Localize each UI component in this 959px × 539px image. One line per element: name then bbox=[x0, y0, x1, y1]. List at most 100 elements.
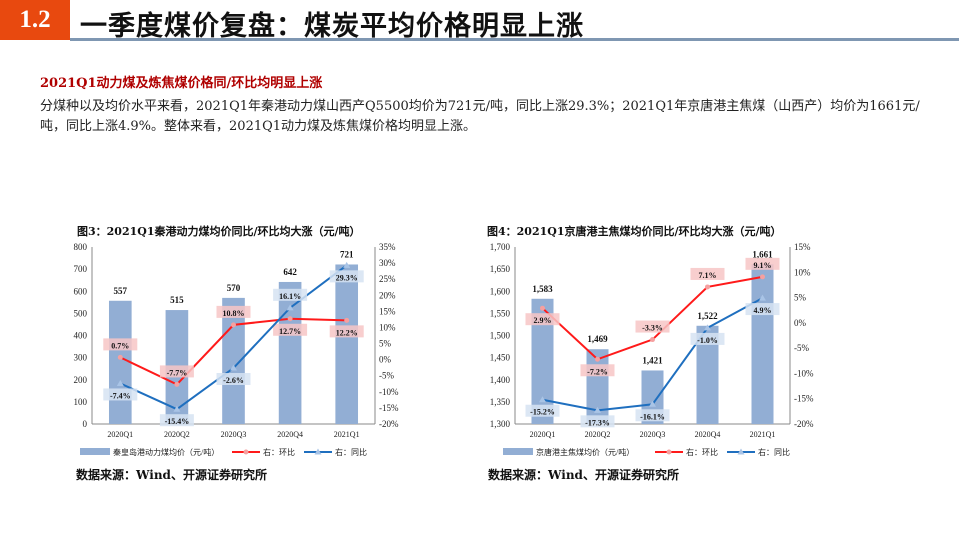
left-axis-tick-label: 500 bbox=[74, 308, 88, 318]
yoy-point bbox=[594, 406, 601, 413]
bar-value-label: 1,583 bbox=[532, 284, 553, 294]
mom-point bbox=[650, 337, 655, 343]
bar-value-label: 642 bbox=[283, 267, 297, 277]
legend-yoy-marker bbox=[314, 448, 322, 455]
bar-value-label: 557 bbox=[114, 286, 128, 296]
mom-label-bg bbox=[525, 313, 560, 326]
mom-value-label: 0.7% bbox=[111, 341, 129, 350]
x-axis-tick-label: 2020Q3 bbox=[640, 430, 666, 439]
bar-value-label: 570 bbox=[227, 283, 241, 293]
x-axis-tick-label: 2021Q1 bbox=[750, 430, 776, 439]
x-axis-tick-label: 2020Q2 bbox=[585, 430, 611, 439]
right-axis-tick-label: 35% bbox=[379, 242, 396, 252]
yoy-point bbox=[649, 400, 656, 407]
left-axis-tick-label: 1,550 bbox=[490, 308, 511, 318]
right-axis-tick-label: -20% bbox=[379, 419, 399, 429]
bar bbox=[108, 300, 132, 424]
bar-value-label: 1,469 bbox=[587, 334, 608, 344]
mom-value-label: -3.3% bbox=[642, 324, 663, 333]
mom-value-label: 10.8% bbox=[223, 309, 245, 318]
mom-label-bg bbox=[580, 364, 615, 377]
x-axis-tick-label: 2020Q3 bbox=[221, 430, 247, 439]
mom-value-label: 12.7% bbox=[279, 327, 301, 336]
bar-value-label: 1,661 bbox=[752, 249, 773, 259]
chart-2-source: 数据来源：Wind、开源证券研究所 bbox=[488, 468, 679, 482]
yoy-point bbox=[759, 294, 766, 301]
bar-value-label: 1,522 bbox=[697, 311, 718, 321]
legend-bar-label: 秦皇岛港动力煤均价（元/吨） bbox=[113, 447, 219, 457]
yoy-label-bg bbox=[525, 404, 560, 417]
bar bbox=[278, 281, 302, 424]
mom-value-label: 2.9% bbox=[534, 316, 552, 325]
summary-paragraph: 分煤种以及均价水平来看，2021Q1年秦港动力煤山西产Q5500均价为721元/… bbox=[40, 99, 920, 134]
yoy-point bbox=[116, 379, 124, 386]
mom-label-bg bbox=[216, 305, 251, 318]
mom-label-bg bbox=[745, 257, 780, 270]
yoy-label-bg bbox=[159, 414, 194, 427]
mom-point bbox=[705, 284, 710, 290]
yoy-label-bg bbox=[329, 270, 364, 283]
legend-mom-label: 右：环比 bbox=[263, 447, 295, 457]
mom-value-label: -7.7% bbox=[167, 368, 188, 377]
yoy-value-label: -1.0% bbox=[697, 336, 718, 345]
mom-point bbox=[287, 316, 293, 322]
yoy-label-bg bbox=[580, 415, 615, 428]
yoy-label-bg bbox=[635, 409, 670, 422]
yoy-value-label: 16.1% bbox=[279, 292, 301, 301]
yoy-label-bg bbox=[273, 288, 308, 301]
left-axis-tick-label: 300 bbox=[74, 353, 88, 363]
x-axis-tick-label: 2020Q1 bbox=[530, 430, 556, 439]
right-axis-tick-label: 15% bbox=[794, 242, 811, 252]
legend-bar-label: 京唐港主焦煤均价（元/吨） bbox=[536, 447, 634, 457]
left-axis-tick-label: 700 bbox=[74, 264, 88, 274]
x-axis-tick-label: 2020Q4 bbox=[695, 430, 721, 439]
yoy-label-bg bbox=[103, 388, 138, 401]
mom-value-label: 9.1% bbox=[754, 261, 772, 270]
left-axis-tick-label: 200 bbox=[74, 375, 88, 385]
left-axis-tick-label: 1,350 bbox=[490, 397, 511, 407]
legend-mom-marker bbox=[243, 449, 249, 455]
yoy-point bbox=[704, 324, 711, 331]
mom-label-bg bbox=[635, 320, 670, 333]
yoy-point bbox=[343, 261, 351, 268]
bar bbox=[335, 264, 359, 424]
yoy-point bbox=[539, 396, 546, 403]
title-divider bbox=[70, 38, 959, 41]
bar bbox=[531, 298, 554, 424]
bar-value-label: 1,421 bbox=[642, 355, 663, 365]
bar-value-label: 515 bbox=[170, 295, 184, 305]
chart-1-coal-price: 0 100 200 300 400 500 600 700 800 -20% -15% -10% -5%… bbox=[74, 242, 399, 457]
yoy-value-label: -2.6% bbox=[223, 376, 244, 385]
yoy-point bbox=[286, 304, 294, 311]
left-axis-tick-label: 600 bbox=[74, 286, 88, 296]
bar bbox=[696, 325, 719, 424]
yoy-value-label: 4.9% bbox=[754, 306, 772, 315]
left-axis-tick-label: 100 bbox=[74, 397, 88, 407]
legend-bar-swatch bbox=[503, 448, 533, 455]
right-axis-tick-label: -15% bbox=[794, 394, 814, 404]
right-axis-tick-label: -5% bbox=[379, 371, 394, 381]
bar-value-label: 721 bbox=[340, 249, 354, 259]
left-axis-tick-label: 1,700 bbox=[490, 242, 511, 252]
yoy-value-label: 29.3% bbox=[336, 273, 358, 282]
legend-yoy-marker bbox=[737, 448, 745, 455]
mom-label-bg bbox=[690, 267, 725, 280]
legend-yoy-label: 右：同比 bbox=[335, 447, 367, 457]
right-axis-tick-label: -15% bbox=[379, 403, 399, 413]
x-axis-tick-label: 2020Q2 bbox=[164, 430, 190, 439]
right-axis-tick-label: 25% bbox=[379, 274, 396, 284]
mom-point bbox=[174, 381, 180, 387]
page-title: 一季度煤价复盘：煤炭平均价格明显上涨 bbox=[80, 11, 584, 42]
mom-point bbox=[117, 354, 123, 360]
right-axis-tick-label: 20% bbox=[379, 290, 396, 300]
left-axis-tick-label: 1,400 bbox=[490, 375, 511, 385]
mom-value-label: 7.1% bbox=[699, 271, 717, 280]
mom-point bbox=[344, 317, 350, 323]
right-axis-tick-label: 5% bbox=[379, 339, 392, 349]
left-axis-tick-label: 1,600 bbox=[490, 286, 511, 296]
mom-value-label: 12.2% bbox=[336, 328, 358, 337]
right-axis-tick-label: -10% bbox=[794, 368, 814, 378]
yoy-value-label: -17.3% bbox=[585, 418, 610, 427]
left-axis-tick-label: 1,500 bbox=[490, 331, 511, 341]
yoy-value-label: -15.2% bbox=[530, 408, 555, 417]
